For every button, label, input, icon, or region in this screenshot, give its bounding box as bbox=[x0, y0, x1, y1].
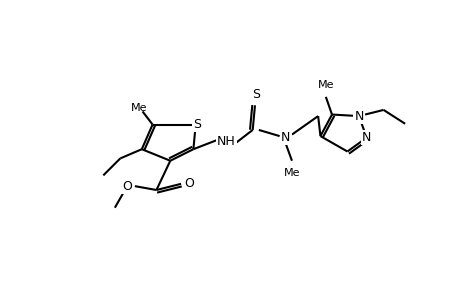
Text: O: O bbox=[122, 180, 132, 193]
Text: N: N bbox=[361, 131, 370, 144]
Text: Me: Me bbox=[317, 80, 333, 90]
Text: O: O bbox=[184, 177, 193, 190]
Text: N: N bbox=[280, 131, 290, 144]
Text: S: S bbox=[252, 88, 260, 101]
Text: Me: Me bbox=[283, 168, 300, 178]
Text: NH: NH bbox=[217, 135, 235, 148]
Text: Me: Me bbox=[130, 103, 147, 112]
Text: N: N bbox=[353, 110, 363, 123]
Text: S: S bbox=[193, 118, 201, 131]
